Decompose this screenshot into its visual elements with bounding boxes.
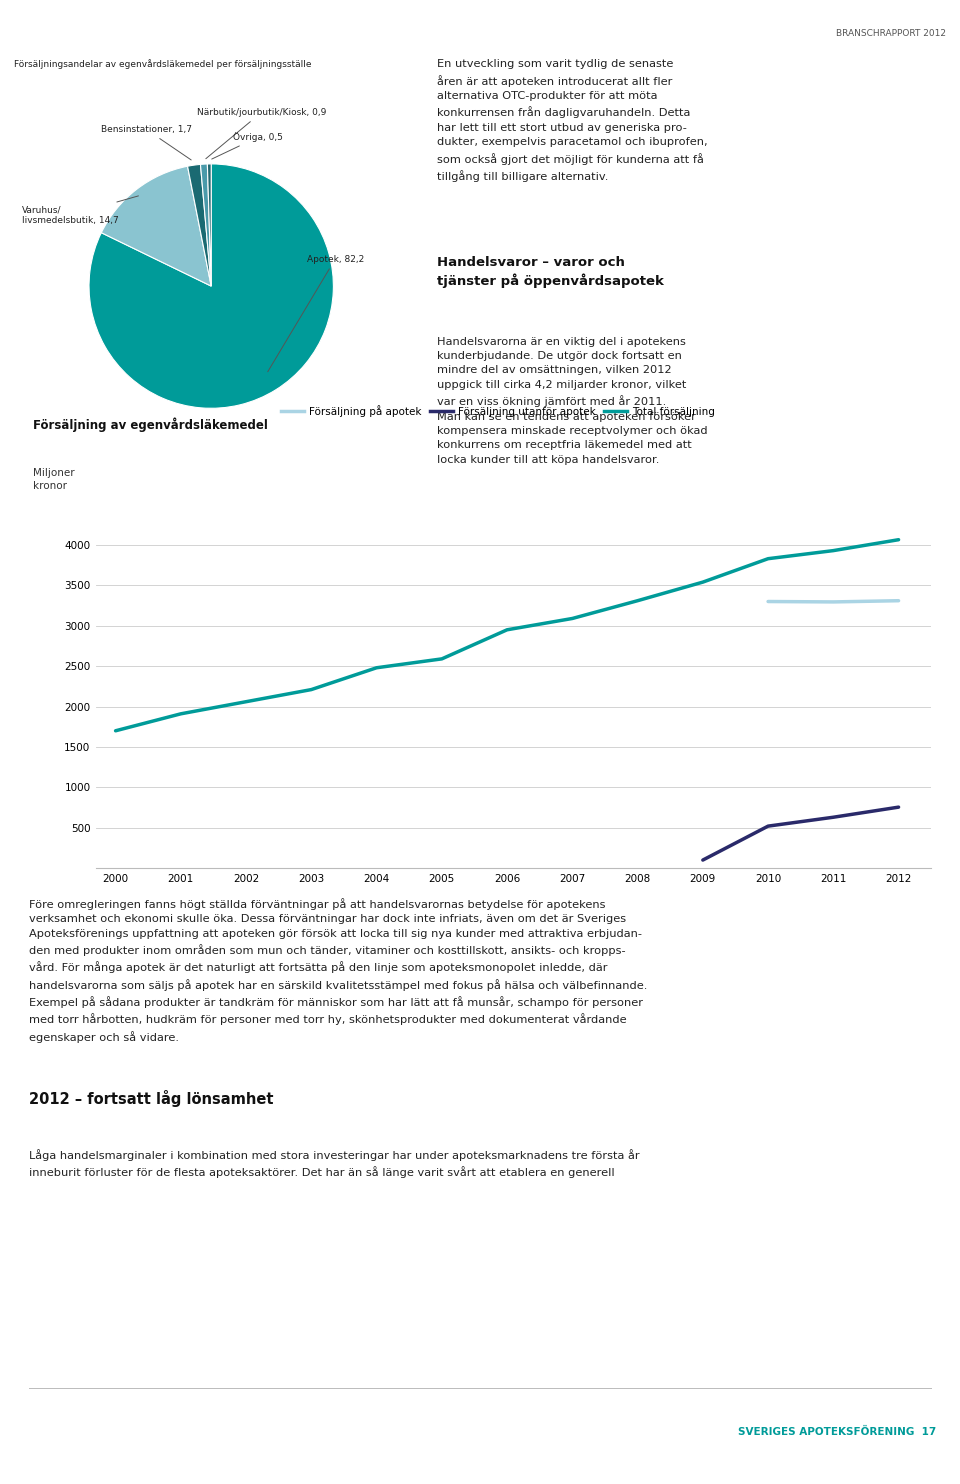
Legend: Försäljning på apotek, Försäljning utanför apotek, Total försäljning: Försäljning på apotek, Försäljning utanf… [276,401,719,421]
Text: Låga handelsmarginaler i kombination med stora investeringar har under apoteksma: Låga handelsmarginaler i kombination med… [29,1149,639,1178]
Text: Närbutik/jourbutik/Kiosk, 0,9: Närbutik/jourbutik/Kiosk, 0,9 [197,108,325,159]
Text: Handelsvaror – varor och
tjänster på öppenvårdsapotek: Handelsvaror – varor och tjänster på öpp… [437,257,663,288]
Text: BRANSCHRAPPORT 2012: BRANSCHRAPPORT 2012 [835,28,946,39]
Text: SVERIGES APOTEKSFÖRENING  17: SVERIGES APOTEKSFÖRENING 17 [737,1428,936,1437]
Text: 2012 – fortsatt låg lönsamhet: 2012 – fortsatt låg lönsamhet [29,1091,274,1107]
Text: Försäljning av egenvårdsläkemedel: Försäljning av egenvårdsläkemedel [34,417,268,432]
Text: Miljoner
kronor: Miljoner kronor [34,469,75,491]
Text: Varuhus/
livsmedelsbutik, 14,7: Varuhus/ livsmedelsbutik, 14,7 [22,196,138,226]
Text: Apotek, 82,2: Apotek, 82,2 [268,255,364,372]
Wedge shape [187,165,211,286]
Text: Före omregleringen fanns högt ställda förväntningar på att handelsvarornas betyd: Före omregleringen fanns högt ställda fö… [29,898,647,1043]
Wedge shape [102,166,211,286]
Text: Handelsvarorna är en viktig del i apotekens
kunderbjudande. De utgör dock fortsa: Handelsvarorna är en viktig del i apotek… [437,337,708,464]
Text: Bensinstationer, 1,7: Bensinstationer, 1,7 [101,125,192,160]
Wedge shape [201,163,211,286]
Wedge shape [207,163,211,286]
Text: En utveckling som varit tydlig de senaste
åren är att apoteken introducerat allt: En utveckling som varit tydlig de senast… [437,59,708,183]
Wedge shape [89,163,333,408]
Text: Övriga, 0,5: Övriga, 0,5 [212,132,283,159]
Text: Försäljningsandelar av egenvårdsläkemedel per försäljningsställe: Försäljningsandelar av egenvårdsläkemede… [14,59,312,70]
